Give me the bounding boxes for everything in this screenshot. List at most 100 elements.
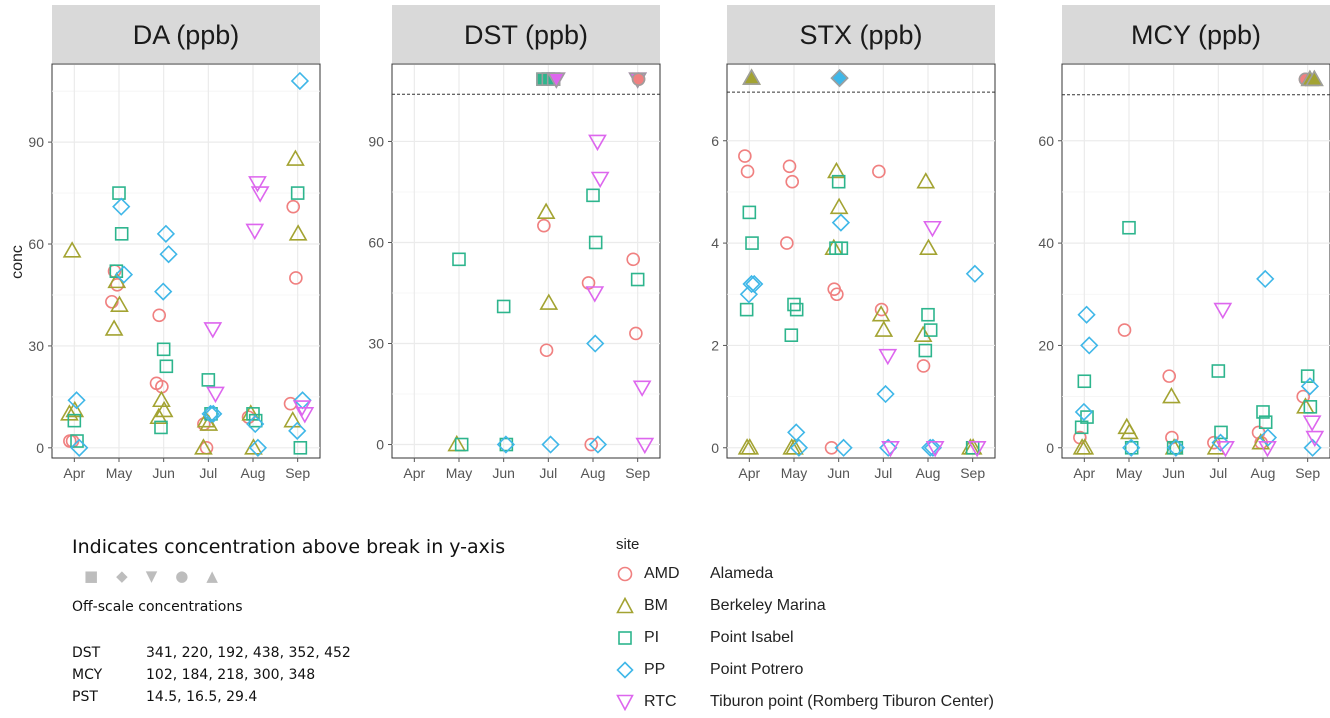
data-point [829,241,843,256]
data-point [923,438,943,457]
legend-item-pi: PI Point Isabel [616,622,994,654]
data-point [60,404,79,421]
data-point [1258,415,1273,429]
data-point [62,241,82,258]
data-point [871,305,891,322]
panel-strip [727,5,995,63]
data-point [635,437,655,455]
data-point [1258,428,1278,447]
data-point [539,343,554,358]
offscale-values: 102, 184, 218, 300, 348 [146,667,316,683]
x-tick-label: Aug [1251,465,1276,481]
data-point [1256,405,1270,419]
data-point [295,407,315,424]
data-point [742,274,761,294]
data-point [874,302,889,317]
offscale-point-outline [830,68,849,88]
data-point [114,265,134,284]
legend-code: PP [644,661,666,678]
panel-0: DA (ppb) 0 30 60 90 Apr May Jun Jul Aug Sep [28,5,321,481]
data-point [827,161,846,179]
data-point [541,435,560,454]
data-point [824,440,839,455]
legend-code: PI [644,629,660,646]
offscale-point-outline [631,72,646,86]
data-point [585,286,605,303]
x-tick-label: Sep [1295,465,1320,481]
data-point [1302,415,1322,432]
x-tick-label: Sep [960,465,985,481]
panel-strip [392,5,660,63]
data-point [830,287,844,302]
data-point [159,245,178,264]
site-legend: site AMD Alameda BM Berkeley Marina PI P… [616,536,994,718]
y-tick-label: 0 [36,440,44,456]
data-point [201,373,216,387]
x-tick-label: Apr [738,465,760,481]
data-point [921,438,940,457]
y-tick-label: 30 [368,336,384,352]
data-point [626,252,641,267]
data-point [1074,402,1094,422]
data-point [203,322,223,339]
y-tick-label: 0 [711,440,719,456]
data-point [586,334,605,353]
data-point [876,384,895,404]
legend-name: Berkeley Marina [710,597,826,614]
data-point [921,307,935,322]
data-point [1305,430,1325,448]
data-point [244,438,263,455]
offscale-row-mcy: MCY 102, 184, 218, 300, 348 [72,667,505,689]
legend-code: RTC [644,693,677,710]
legend-item-rtc: RTC Tiburon point (Romberg Tiburon Cente… [616,686,994,718]
data-point [1077,374,1092,389]
data-point [245,223,265,241]
break-marker-glyphs: ■◆▼●▲ [84,567,236,585]
data-point [588,134,607,152]
data-point [206,386,225,404]
y-tick-label: 90 [28,134,44,150]
data-point [246,414,265,434]
data-point [290,186,305,200]
x-tick-label: Apr [63,465,85,481]
x-tick-label: Aug [581,465,606,481]
data-point [156,342,171,357]
data-point [881,440,900,458]
data-point [588,235,603,250]
x-tick-label: Jul [199,465,217,481]
data-point [789,438,809,457]
data-point [787,297,801,312]
data-point [194,438,213,455]
data-point [496,299,511,314]
data-point [919,238,938,256]
data-point [1303,400,1318,414]
x-tick-label: Jun [827,465,850,481]
data-point [916,172,936,189]
data-point [738,149,752,163]
data-point [787,423,806,442]
legend-name: Tiburon point (Romberg Tiburon Center) [710,693,994,710]
x-tick-label: Jun [152,465,175,481]
offscale-key: DST [72,645,101,661]
data-point [739,302,754,317]
x-tick-label: May [781,465,807,481]
offscale-point-outline [546,72,566,89]
data-point [1300,369,1315,383]
plot-area [391,63,661,459]
x-tick-label: Aug [241,465,266,481]
data-point [286,199,301,214]
data-point [248,176,267,193]
data-point [742,205,757,220]
panel-1: DST (ppb) 0 30 60 90 Apr May Jun Jul Aug Sep [368,5,661,481]
data-point [152,308,166,323]
data-point [452,252,466,267]
data-point [630,272,645,287]
circle-icon [617,566,633,582]
data-point [199,414,219,431]
data-point [785,438,804,455]
data-point [1077,305,1096,324]
offscale-subtitle: Off-scale concentrations [72,599,243,615]
data-point [454,437,469,452]
data-point [1166,438,1186,457]
x-tick-label: May [106,465,132,481]
